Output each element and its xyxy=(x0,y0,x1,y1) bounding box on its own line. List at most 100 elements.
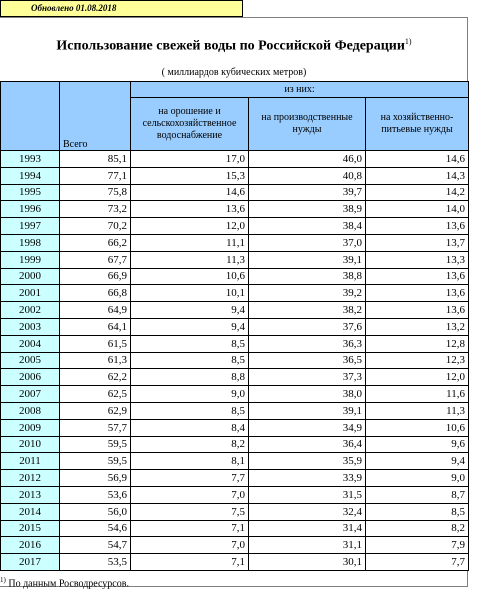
year-cell[interactable]: 2016 xyxy=(0,536,60,555)
irrigation-cell[interactable]: 10,1 xyxy=(130,284,249,303)
year-cell[interactable]: 1995 xyxy=(0,183,60,202)
irrigation-cell[interactable]: 7,7 xyxy=(130,469,249,487)
header-household[interactable]: на хозяйственно-питьевые нужды xyxy=(365,97,469,151)
total-cell[interactable]: 64,9 xyxy=(59,301,131,319)
year-cell[interactable]: 2006 xyxy=(0,368,60,387)
header-of-them[interactable]: из них: xyxy=(130,81,469,98)
header-total[interactable]: Всего xyxy=(59,81,131,151)
total-cell[interactable]: 62,2 xyxy=(59,368,131,387)
production-cell[interactable]: 33,9 xyxy=(248,469,366,487)
production-cell[interactable]: 36,5 xyxy=(248,351,366,370)
production-cell[interactable]: 30,1 xyxy=(248,553,366,571)
year-cell[interactable]: 2003 xyxy=(0,317,60,336)
year-cell[interactable]: 1994 xyxy=(0,166,60,185)
total-cell[interactable]: 57,7 xyxy=(59,418,131,437)
total-cell[interactable]: 66,8 xyxy=(59,284,131,303)
irrigation-cell[interactable]: 8,2 xyxy=(130,435,249,454)
household-cell[interactable]: 13,7 xyxy=(365,233,469,252)
total-cell[interactable]: 70,2 xyxy=(59,217,131,235)
household-cell[interactable]: 13,6 xyxy=(365,284,469,303)
year-cell[interactable]: 2004 xyxy=(0,334,60,353)
header-year-cell[interactable] xyxy=(0,81,60,151)
irrigation-cell[interactable]: 7,0 xyxy=(130,485,249,504)
total-cell[interactable]: 66,2 xyxy=(59,233,131,252)
irrigation-cell[interactable]: 8,8 xyxy=(130,368,249,387)
household-cell[interactable]: 11,6 xyxy=(365,385,469,403)
irrigation-cell[interactable]: 13,6 xyxy=(130,200,249,219)
total-cell[interactable]: 56,0 xyxy=(59,502,131,521)
irrigation-cell[interactable]: 9,0 xyxy=(130,385,249,403)
household-cell[interactable]: 12,3 xyxy=(365,351,469,370)
irrigation-cell[interactable]: 15,3 xyxy=(130,166,249,185)
irrigation-cell[interactable]: 8,5 xyxy=(130,401,249,420)
irrigation-cell[interactable]: 12,0 xyxy=(130,217,249,235)
irrigation-cell[interactable]: 7,1 xyxy=(130,553,249,571)
year-cell[interactable]: 2001 xyxy=(0,284,60,303)
total-cell[interactable]: 53,6 xyxy=(59,485,131,504)
household-cell[interactable]: 13,6 xyxy=(365,301,469,319)
year-cell[interactable]: 2010 xyxy=(0,435,60,454)
total-cell[interactable]: 66,9 xyxy=(59,267,131,286)
irrigation-cell[interactable]: 11,3 xyxy=(130,250,249,269)
production-cell[interactable]: 37,3 xyxy=(248,368,366,387)
production-cell[interactable]: 31,1 xyxy=(248,536,366,555)
year-cell[interactable]: 2013 xyxy=(0,485,60,504)
household-cell[interactable]: 8,5 xyxy=(365,502,469,521)
irrigation-cell[interactable]: 11,1 xyxy=(130,233,249,252)
production-cell[interactable]: 38,0 xyxy=(248,385,366,403)
production-cell[interactable]: 39,2 xyxy=(248,284,366,303)
irrigation-cell[interactable]: 7,1 xyxy=(130,519,249,538)
year-cell[interactable]: 1996 xyxy=(0,200,60,219)
total-cell[interactable]: 61,3 xyxy=(59,351,131,370)
header-irrigation[interactable]: на орошение и сельскохозяйственное водос… xyxy=(130,97,249,151)
household-cell[interactable]: 8,7 xyxy=(365,485,469,504)
irrigation-cell[interactable]: 7,0 xyxy=(130,536,249,555)
year-cell[interactable]: 2012 xyxy=(0,469,60,487)
household-cell[interactable]: 9,6 xyxy=(365,435,469,454)
production-cell[interactable]: 32,4 xyxy=(248,502,366,521)
irrigation-cell[interactable]: 10,6 xyxy=(130,267,249,286)
irrigation-cell[interactable]: 7,5 xyxy=(130,502,249,521)
total-cell[interactable]: 85,1 xyxy=(59,150,131,168)
production-cell[interactable]: 38,9 xyxy=(248,200,366,219)
year-cell[interactable]: 2007 xyxy=(0,385,60,403)
year-cell[interactable]: 2000 xyxy=(0,267,60,286)
household-cell[interactable]: 14,6 xyxy=(365,150,469,168)
production-cell[interactable]: 39,7 xyxy=(248,183,366,202)
irrigation-cell[interactable]: 9,4 xyxy=(130,301,249,319)
household-cell[interactable]: 9,4 xyxy=(365,452,469,471)
household-cell[interactable]: 12,0 xyxy=(365,368,469,387)
production-cell[interactable]: 34,9 xyxy=(248,418,366,437)
household-cell[interactable]: 13,3 xyxy=(365,250,469,269)
irrigation-cell[interactable]: 8,5 xyxy=(130,351,249,370)
production-cell[interactable]: 37,0 xyxy=(248,233,366,252)
irrigation-cell[interactable]: 8,1 xyxy=(130,452,249,471)
household-cell[interactable]: 13,6 xyxy=(365,267,469,286)
production-cell[interactable]: 38,2 xyxy=(248,301,366,319)
household-cell[interactable]: 14,0 xyxy=(365,200,469,219)
total-cell[interactable]: 54,7 xyxy=(59,536,131,555)
production-cell[interactable]: 40,8 xyxy=(248,166,366,185)
total-cell[interactable]: 54,6 xyxy=(59,519,131,538)
total-cell[interactable]: 62,5 xyxy=(59,385,131,403)
irrigation-cell[interactable]: 17,0 xyxy=(130,150,249,168)
irrigation-cell[interactable]: 8,5 xyxy=(130,334,249,353)
total-cell[interactable]: 77,1 xyxy=(59,166,131,185)
irrigation-cell[interactable]: 9,4 xyxy=(130,317,249,336)
household-cell[interactable]: 14,2 xyxy=(365,183,469,202)
production-cell[interactable]: 38,4 xyxy=(248,217,366,235)
total-cell[interactable]: 59,5 xyxy=(59,452,131,471)
production-cell[interactable]: 35,9 xyxy=(248,452,366,471)
header-production[interactable]: на производственные нужды xyxy=(248,97,366,151)
year-cell[interactable]: 1993 xyxy=(0,150,60,168)
total-cell[interactable]: 53,5 xyxy=(59,553,131,571)
production-cell[interactable]: 36,3 xyxy=(248,334,366,353)
total-cell[interactable]: 61,5 xyxy=(59,334,131,353)
production-cell[interactable]: 36,4 xyxy=(248,435,366,454)
household-cell[interactable]: 12,8 xyxy=(365,334,469,353)
production-cell[interactable]: 39,1 xyxy=(248,250,366,269)
total-cell[interactable]: 62,9 xyxy=(59,401,131,420)
total-cell[interactable]: 67,7 xyxy=(59,250,131,269)
year-cell[interactable]: 2005 xyxy=(0,351,60,370)
year-cell[interactable]: 1998 xyxy=(0,233,60,252)
